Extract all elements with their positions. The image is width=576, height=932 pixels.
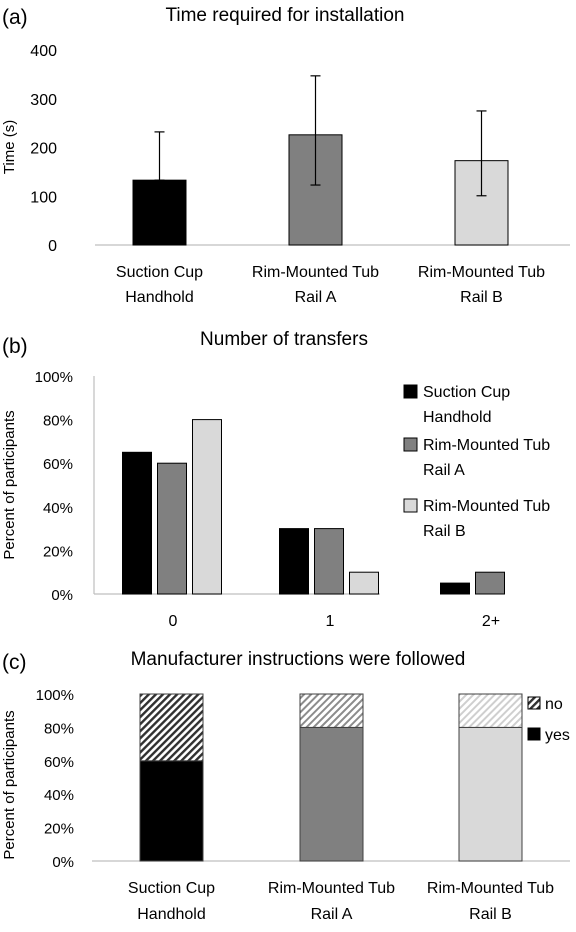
y-axis-label-b: Percent of participants bbox=[1, 410, 18, 559]
y-tick-label-b: 40% bbox=[43, 500, 73, 517]
x-tick-label-c: Rim-Mounted Tub bbox=[268, 880, 395, 897]
y-tick-label-a: 300 bbox=[30, 92, 57, 109]
y-tick-label-c: 60% bbox=[44, 754, 74, 771]
y-axis-label-c: Percent of participants bbox=[1, 710, 18, 859]
legend-label-b: Rim-Mounted Tub bbox=[423, 498, 550, 515]
legend-label-b: Handhold bbox=[423, 409, 492, 426]
y-tick-label-b: 60% bbox=[43, 456, 73, 473]
y-tick-label-c: 100% bbox=[36, 687, 74, 704]
bar-b bbox=[279, 528, 309, 595]
legend-swatch-b bbox=[403, 384, 418, 399]
x-tick-label-a: Handhold bbox=[125, 289, 194, 306]
legend-swatch-b bbox=[403, 498, 418, 513]
y-axis-label-a: Time (s) bbox=[1, 120, 18, 174]
y-tick-label-a: 400 bbox=[30, 43, 57, 60]
y-tick-label-a: 100 bbox=[30, 189, 57, 206]
bar-no-c bbox=[299, 693, 364, 728]
chart-title-a: Time required for installation bbox=[165, 5, 404, 26]
y-tick-label-b: 20% bbox=[43, 543, 73, 560]
x-tick-label-b: 2+ bbox=[482, 613, 500, 630]
legend-label-yes-c: yes bbox=[545, 727, 570, 744]
bar-a bbox=[132, 179, 187, 246]
legend-swatch-yes-c bbox=[527, 727, 541, 741]
y-tick-label-a: 0 bbox=[48, 238, 57, 255]
x-tick-label-b: 0 bbox=[169, 613, 178, 630]
legend-label-b: Rail B bbox=[423, 523, 466, 540]
bar-b bbox=[192, 419, 222, 595]
bar-b bbox=[349, 571, 379, 595]
x-tick-label-c: Handhold bbox=[137, 906, 206, 923]
bar-no-c bbox=[139, 693, 204, 762]
bar-yes-c bbox=[299, 726, 364, 862]
panel-label-b: (b) bbox=[2, 335, 28, 358]
bar-b bbox=[314, 528, 344, 595]
y-tick-label-c: 20% bbox=[44, 821, 74, 838]
y-tick-label-a: 200 bbox=[30, 141, 57, 158]
chart-title-c: Manufacturer instructions were followed bbox=[131, 649, 466, 670]
legend-label-b: Rail A bbox=[423, 462, 465, 479]
y-tick-label-b: 0% bbox=[51, 587, 73, 604]
x-tick-label-c: Rail A bbox=[311, 906, 353, 923]
legend-swatch-no-c bbox=[527, 696, 541, 710]
bar-b bbox=[157, 462, 187, 595]
y-tick-label-b: 100% bbox=[35, 369, 73, 386]
x-tick-label-a: Rail A bbox=[295, 289, 337, 306]
bar-b bbox=[122, 451, 152, 595]
legend-swatch-b bbox=[403, 437, 418, 452]
y-tick-label-c: 0% bbox=[52, 854, 74, 871]
x-tick-label-b: 1 bbox=[326, 613, 335, 630]
legend-label-no-c: no bbox=[545, 696, 563, 713]
chart-title-b: Number of transfers bbox=[200, 329, 368, 350]
legend-label-b: Rim-Mounted Tub bbox=[423, 437, 550, 454]
panel-label-a: (a) bbox=[2, 6, 28, 29]
y-tick-label-b: 80% bbox=[43, 413, 73, 430]
x-tick-label-a: Rim-Mounted Tub bbox=[252, 264, 379, 281]
panel-label-c: (c) bbox=[2, 651, 27, 674]
x-tick-label-c: Rim-Mounted Tub bbox=[427, 880, 554, 897]
x-tick-label-a: Rail B bbox=[460, 289, 503, 306]
x-tick-label-c: Suction Cup bbox=[128, 880, 215, 897]
bar-b bbox=[440, 582, 470, 595]
x-tick-label-a: Rim-Mounted Tub bbox=[418, 264, 545, 281]
y-tick-label-c: 40% bbox=[44, 787, 74, 804]
legend-label-b: Suction Cup bbox=[423, 384, 510, 401]
bar-b bbox=[475, 571, 505, 595]
bar-yes-c bbox=[458, 726, 523, 862]
x-tick-label-c: Rail B bbox=[469, 906, 512, 923]
x-tick-label-a: Suction Cup bbox=[116, 264, 203, 281]
y-tick-label-c: 80% bbox=[44, 720, 74, 737]
bar-no-c bbox=[458, 693, 523, 728]
bar-yes-c bbox=[139, 760, 204, 862]
